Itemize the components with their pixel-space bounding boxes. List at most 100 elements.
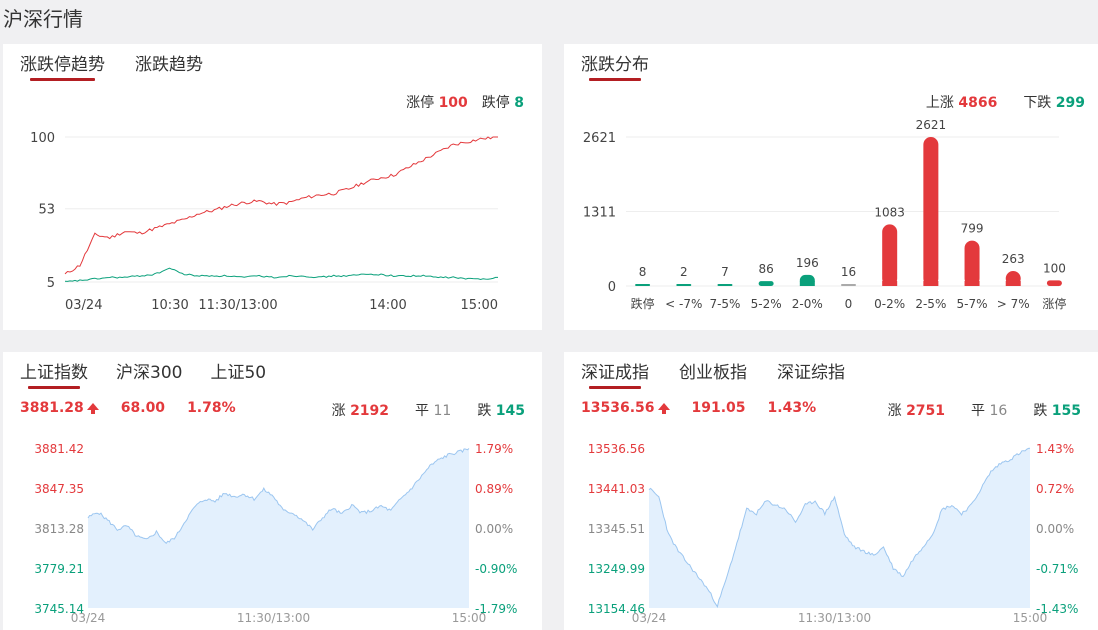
pct-tick-label: -0.71%	[1036, 562, 1078, 576]
x-tick-label: 14:00	[369, 298, 406, 313]
page-title: 沪深行情	[3, 7, 83, 31]
distribution-card: 涨跌分布 上涨 4866 下跌 299 2621 1311 0 8 跌停 2 < -7% 7 7…	[564, 44, 1098, 330]
x-tick-label: 10:30	[151, 298, 188, 313]
series-line	[64, 136, 498, 275]
sz-index-tabs: 深证成指 创业板指 深证综指	[581, 362, 845, 392]
distribution-chart: 2621 1311 0 8 跌停 2 < -7% 7 7-5% 86 5-2% 196 2-0% 16 0 1…	[583, 118, 1067, 311]
tab-limit-trend[interactable]: 涨跌停趋势	[20, 54, 105, 81]
area-fill	[649, 448, 1030, 608]
bar-value-label: 86	[758, 262, 773, 276]
x-tick-label: 03/24	[65, 298, 102, 313]
sh-index-stats: 3881.28 68.00 1.78% 涨 2192 平 11 跌 145	[20, 400, 525, 420]
bar-base	[923, 281, 939, 286]
sh-down-count: 跌 145	[477, 403, 525, 419]
x-tick-label: 5-2%	[751, 297, 782, 311]
bar-value-label: 7	[721, 265, 729, 279]
x-tick-label: 11:30/13:00	[237, 611, 310, 625]
x-tick-label: 7-5%	[709, 297, 740, 311]
x-tick-label: 0	[845, 297, 853, 311]
pct-tick-label: 0.00%	[475, 522, 513, 536]
legend-limit-down: 跌停 8	[481, 95, 524, 111]
area-line	[87, 448, 470, 545]
pct-tick-label: 0.72%	[1036, 482, 1074, 496]
distribution-tabs: 涨跌分布	[581, 54, 649, 84]
tab-csi300[interactable]: 沪深300	[116, 363, 183, 383]
bar-base	[1005, 281, 1021, 286]
sz-flat-count: 平 16	[971, 403, 1008, 419]
x-tick-label: 涨停	[1042, 296, 1066, 311]
sh-up-count: 涨 2192	[331, 403, 390, 419]
sz-index-card: 深证成指 创业板指 深证综指 13536.56 191.05 1.43% 涨 2…	[564, 352, 1098, 630]
arrow-up-icon	[86, 403, 99, 414]
tab-sh-composite[interactable]: 上证指数	[20, 362, 88, 389]
bar-value-label: 100	[1043, 261, 1066, 275]
bar	[882, 224, 898, 286]
x-tick-label: 03/24	[71, 611, 106, 625]
y-tick-label: 3779.21	[34, 562, 84, 576]
area-fill	[88, 448, 469, 608]
bar	[964, 240, 980, 286]
x-tick-label: 11:30/13:00	[798, 611, 871, 625]
pct-tick-label: 0.89%	[475, 482, 513, 496]
x-tick-label: > 7%	[997, 297, 1030, 311]
pct-tick-label: -1.79%	[475, 602, 517, 616]
sh-price: 3881.28	[20, 400, 99, 420]
bar-value-label: 799	[961, 222, 984, 236]
x-tick-label: 0-2%	[874, 297, 905, 311]
bar	[758, 281, 774, 286]
bar-base	[799, 281, 815, 286]
bar-base	[964, 281, 980, 286]
tab-sse50[interactable]: 上证50	[210, 363, 267, 383]
y-tick-label: 2621	[583, 131, 616, 146]
bar	[923, 137, 939, 286]
y-tick-label: 0	[608, 280, 616, 295]
x-tick-label: 跌停	[631, 296, 655, 311]
bar-base	[882, 281, 898, 286]
series-line	[64, 267, 498, 282]
tab-distribution[interactable]: 涨跌分布	[581, 54, 649, 81]
sz-index-stats: 13536.56 191.05 1.43% 涨 2751 平 16 跌 155	[581, 400, 1081, 420]
x-tick-label: 03/24	[632, 611, 667, 625]
x-tick-label: 2-5%	[915, 297, 946, 311]
limit-trend-card: 涨跌停趋势 涨跌趋势 涨停 100 跌停 8 100 53 5 03/24 10:30 1…	[3, 44, 542, 330]
sh-index-tabs: 上证指数 沪深300 上证50	[20, 362, 266, 392]
sz-down-count: 跌 155	[1033, 403, 1081, 419]
x-tick-label: 15:00	[452, 611, 487, 625]
legend-up: 上涨 4866	[925, 95, 998, 111]
x-tick-label: < -7%	[665, 297, 702, 311]
sh-pct: 1.78%	[187, 400, 236, 416]
sh-index-chart: 3881.42 1.79% 3847.35 0.89% 3813.28 0.00% 3779…	[34, 442, 517, 625]
pct-tick-label: 0.00%	[1036, 522, 1074, 536]
x-tick-label: 15:00	[461, 298, 498, 313]
pct-tick-label: 1.43%	[1036, 442, 1074, 456]
bar-value-label: 1083	[874, 205, 905, 219]
tab-rise-fall-trend[interactable]: 涨跌趋势	[135, 55, 203, 75]
bar-value-label: 16	[841, 265, 856, 279]
bar	[635, 284, 651, 286]
sz-up-count: 涨 2751	[887, 403, 946, 419]
tab-chinext[interactable]: 创业板指	[679, 363, 747, 383]
bar	[1046, 280, 1062, 286]
limit-trend-chart: 100 53 5 03/24 10:30 11:30/13:00 14:00 15:00	[30, 131, 498, 313]
pct-tick-label: 1.79%	[475, 442, 513, 456]
y-tick-label: 1311	[583, 205, 616, 220]
bar	[676, 284, 692, 286]
y-tick-label: 13441.03	[588, 482, 645, 496]
y-tick-label: 53	[38, 203, 55, 218]
limit-legend: 涨停 100 跌停 8	[406, 92, 524, 112]
y-tick-label: 5	[47, 276, 55, 291]
sh-index-card: 上证指数 沪深300 上证50 3881.28 68.00 1.78% 涨 21…	[3, 352, 542, 630]
legend-down: 下跌 299	[1023, 95, 1085, 111]
x-tick-label: 5-7%	[957, 297, 988, 311]
sz-price: 13536.56	[581, 400, 670, 420]
sh-flat-count: 平 11	[415, 403, 452, 419]
bar-value-label: 263	[1002, 252, 1025, 266]
y-tick-label: 3847.35	[34, 482, 84, 496]
sh-change: 68.00	[120, 400, 166, 416]
distribution-legend: 上涨 4866 下跌 299	[926, 92, 1085, 112]
tab-sz-composite[interactable]: 深证综指	[777, 363, 845, 383]
pct-tick-label: -0.90%	[475, 562, 517, 576]
limit-trend-tabs: 涨跌停趋势 涨跌趋势	[20, 54, 203, 84]
tab-sz-component[interactable]: 深证成指	[581, 362, 649, 389]
legend-limit-up: 涨停 100	[406, 95, 468, 111]
